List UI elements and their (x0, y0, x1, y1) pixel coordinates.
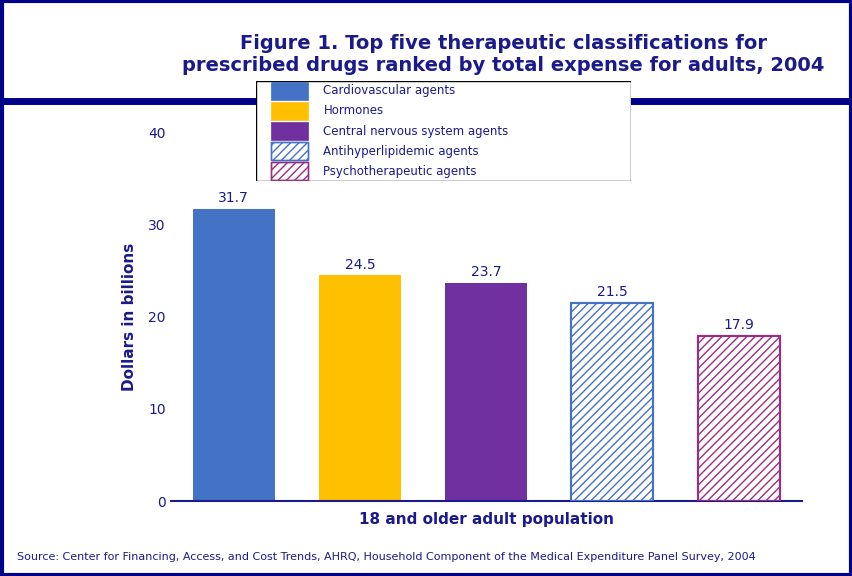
Bar (271, 162, 308, 180)
Bar (271, 142, 308, 160)
Bar (697, 336, 779, 501)
Bar (271, 122, 308, 140)
Text: Cardiovascular agents: Cardiovascular agents (323, 84, 455, 97)
Text: 21.5: 21.5 (596, 285, 627, 300)
Bar (571, 303, 653, 501)
Text: Psychotherapeutic agents: Psychotherapeutic agents (323, 165, 476, 178)
Text: 23.7: 23.7 (470, 265, 501, 279)
Bar (271, 82, 308, 100)
Bar (271, 102, 308, 120)
Bar (319, 275, 400, 501)
Text: 17.9: 17.9 (722, 319, 753, 332)
Text: Source: Center for Financing, Access, and Cost Trends, AHRQ, Household Component: Source: Center for Financing, Access, an… (17, 552, 755, 562)
Text: 31.7: 31.7 (218, 191, 249, 205)
Bar (445, 283, 527, 501)
Text: Central nervous system agents: Central nervous system agents (323, 124, 508, 138)
Text: Antihyperlipidemic agents: Antihyperlipidemic agents (323, 145, 479, 158)
Y-axis label: Dollars in billions: Dollars in billions (122, 242, 137, 391)
Bar (271, 142, 308, 160)
Bar (571, 303, 653, 501)
X-axis label: 18 and older adult population: 18 and older adult population (359, 512, 613, 527)
Text: Figure 1. Top five therapeutic classifications for
prescribed drugs ranked by to: Figure 1. Top five therapeutic classific… (181, 34, 824, 75)
Bar (193, 209, 274, 501)
Bar (697, 336, 779, 501)
Bar (271, 162, 308, 180)
Text: Hormones: Hormones (323, 104, 383, 118)
Text: 24.5: 24.5 (344, 257, 375, 272)
